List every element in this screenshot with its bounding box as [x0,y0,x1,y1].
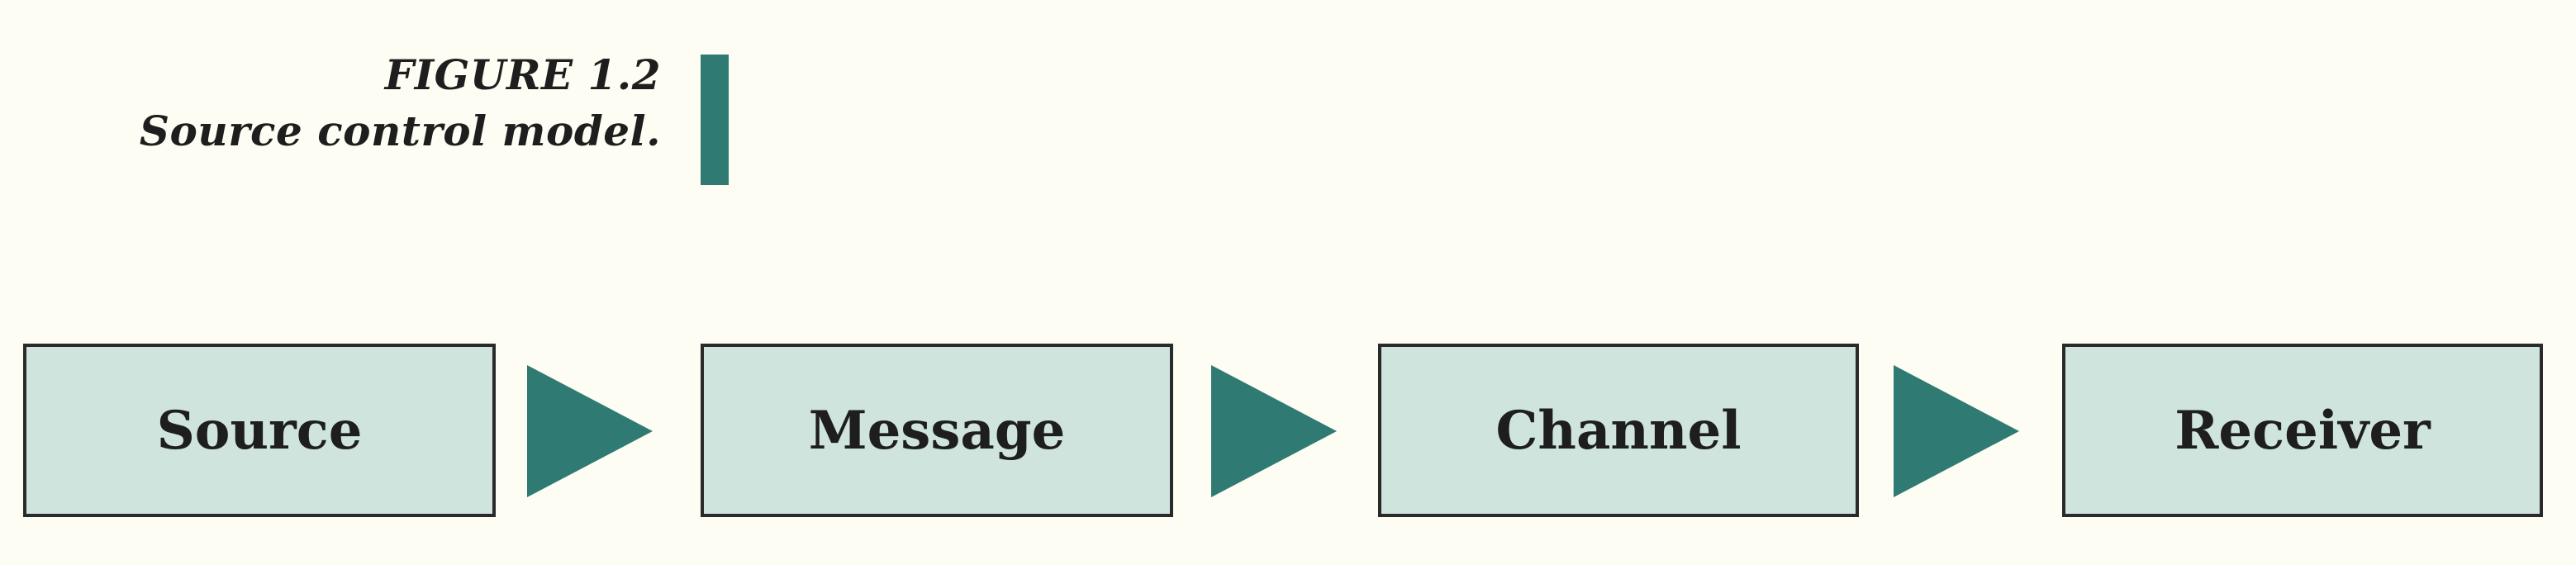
node-label-source: Source [156,399,363,462]
node-label-receiver: Receiver [2174,399,2431,462]
arrow-right-icon [1211,365,1337,497]
figure-caption: FIGURE 1.2 Source control model. [0,48,661,160]
node-source: Source [23,344,496,517]
arrow-right-icon [1894,365,2019,497]
figure-label: FIGURE 1.2 [384,50,661,99]
caption-accent-bar [701,55,729,185]
node-message: Message [701,344,1173,517]
arrow-message-to-channel [1211,365,1337,497]
arrow-source-to-message [527,365,653,497]
node-receiver: Receiver [2062,344,2543,517]
node-channel: Channel [1378,344,1859,517]
arrow-right-icon [527,365,653,497]
node-label-channel: Channel [1495,399,1742,462]
node-label-message: Message [808,399,1066,462]
figure-caption-text: Source control model. [139,107,661,155]
arrow-channel-to-receiver [1894,365,2019,497]
